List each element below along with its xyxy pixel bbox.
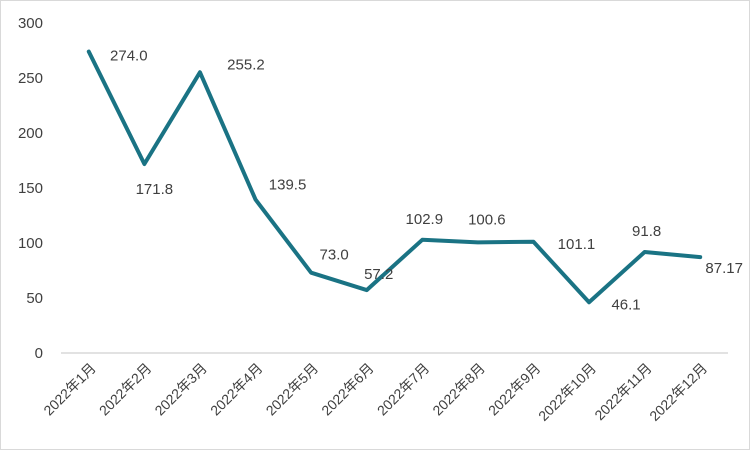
y-tick-label: 250 bbox=[18, 70, 43, 87]
x-tick-label: 2022年6月 bbox=[318, 360, 377, 419]
x-tick-label: 2022年1月 bbox=[40, 360, 99, 419]
y-tick-label: 50 bbox=[26, 290, 43, 307]
y-tick-label: 300 bbox=[18, 15, 43, 32]
x-tick-label: 2022年5月 bbox=[263, 360, 322, 419]
data-label: 102.9 bbox=[406, 211, 444, 228]
x-tick-label: 2022年7月 bbox=[374, 360, 433, 419]
data-label: 139.5 bbox=[269, 177, 307, 194]
data-label: 91.8 bbox=[632, 223, 661, 240]
data-label: 100.6 bbox=[468, 211, 506, 228]
x-tick-label: 2022年2月 bbox=[96, 360, 155, 419]
data-label: 274.0 bbox=[110, 48, 148, 65]
data-label: 73.0 bbox=[320, 247, 349, 264]
x-tick-label: 2022年4月 bbox=[207, 360, 266, 419]
series-line bbox=[89, 52, 700, 303]
x-tick-label: 2022年3月 bbox=[151, 360, 210, 419]
data-label: 57.2 bbox=[364, 266, 393, 283]
x-tick-label: 2022年10月 bbox=[535, 360, 599, 424]
x-tick-label: 2022年11月 bbox=[591, 360, 654, 423]
data-label: 171.8 bbox=[136, 181, 174, 198]
y-tick-label: 150 bbox=[18, 180, 43, 197]
data-label: 87.17 bbox=[705, 260, 743, 277]
data-label: 46.1 bbox=[611, 296, 640, 313]
data-label: 101.1 bbox=[558, 236, 596, 253]
data-label: 255.2 bbox=[227, 56, 265, 73]
x-tick-label: 2022年8月 bbox=[429, 360, 488, 419]
y-tick-label: 0 bbox=[35, 345, 43, 362]
y-tick-label: 100 bbox=[18, 235, 43, 252]
x-tick-label: 2022年12月 bbox=[646, 360, 710, 424]
y-tick-label: 200 bbox=[18, 125, 43, 142]
x-tick-label: 2022年9月 bbox=[485, 360, 544, 419]
